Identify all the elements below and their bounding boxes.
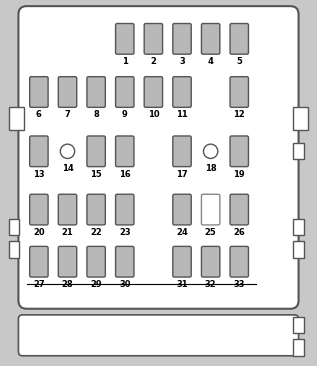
FancyBboxPatch shape <box>201 23 220 54</box>
FancyBboxPatch shape <box>230 246 249 277</box>
Bar <box>294 219 304 235</box>
FancyBboxPatch shape <box>87 194 105 225</box>
Text: 16: 16 <box>119 170 131 179</box>
Text: 9: 9 <box>122 111 128 119</box>
Text: 17: 17 <box>176 170 188 179</box>
Text: 2: 2 <box>151 57 156 66</box>
Text: 12: 12 <box>233 111 245 119</box>
Text: 25: 25 <box>205 228 217 237</box>
FancyBboxPatch shape <box>58 194 77 225</box>
FancyBboxPatch shape <box>201 246 220 277</box>
Text: 22: 22 <box>90 228 102 237</box>
Text: 6: 6 <box>36 111 42 119</box>
Text: 20: 20 <box>33 228 45 237</box>
FancyBboxPatch shape <box>144 23 163 54</box>
Bar <box>294 339 304 356</box>
FancyBboxPatch shape <box>18 6 299 309</box>
Text: 7: 7 <box>65 111 70 119</box>
Text: 5: 5 <box>236 57 242 66</box>
FancyBboxPatch shape <box>230 76 249 107</box>
Text: 14: 14 <box>61 164 74 173</box>
Text: 24: 24 <box>176 228 188 237</box>
FancyBboxPatch shape <box>116 246 134 277</box>
Text: 10: 10 <box>148 111 159 119</box>
Text: 11: 11 <box>176 111 188 119</box>
Text: 18: 18 <box>205 164 217 173</box>
FancyBboxPatch shape <box>116 76 134 107</box>
Text: 8: 8 <box>93 111 99 119</box>
FancyBboxPatch shape <box>173 76 191 107</box>
Circle shape <box>60 144 75 158</box>
Bar <box>294 317 304 333</box>
FancyBboxPatch shape <box>116 194 134 225</box>
Bar <box>294 107 308 130</box>
Text: 30: 30 <box>119 280 131 289</box>
Text: 3: 3 <box>179 57 185 66</box>
FancyBboxPatch shape <box>87 76 105 107</box>
FancyBboxPatch shape <box>116 136 134 167</box>
Text: 23: 23 <box>119 228 131 237</box>
FancyBboxPatch shape <box>173 246 191 277</box>
Bar <box>9 241 19 258</box>
Text: 27: 27 <box>33 280 45 289</box>
FancyBboxPatch shape <box>173 23 191 54</box>
FancyBboxPatch shape <box>58 246 77 277</box>
Text: 31: 31 <box>176 280 188 289</box>
FancyBboxPatch shape <box>87 246 105 277</box>
FancyBboxPatch shape <box>201 194 220 225</box>
FancyBboxPatch shape <box>116 23 134 54</box>
FancyBboxPatch shape <box>144 76 163 107</box>
FancyBboxPatch shape <box>173 194 191 225</box>
FancyBboxPatch shape <box>230 194 249 225</box>
FancyBboxPatch shape <box>230 136 249 167</box>
FancyBboxPatch shape <box>30 76 48 107</box>
Bar <box>9 107 23 130</box>
Text: 1: 1 <box>122 57 128 66</box>
Text: 28: 28 <box>62 280 73 289</box>
FancyBboxPatch shape <box>18 315 299 356</box>
FancyBboxPatch shape <box>30 246 48 277</box>
FancyBboxPatch shape <box>87 136 105 167</box>
FancyBboxPatch shape <box>58 76 77 107</box>
Bar <box>294 241 304 258</box>
Text: 19: 19 <box>233 170 245 179</box>
Text: 32: 32 <box>205 280 217 289</box>
FancyBboxPatch shape <box>30 136 48 167</box>
Text: 33: 33 <box>234 280 245 289</box>
Bar <box>9 219 19 235</box>
FancyBboxPatch shape <box>230 23 249 54</box>
FancyBboxPatch shape <box>173 136 191 167</box>
Text: 21: 21 <box>61 228 74 237</box>
Text: 4: 4 <box>208 57 214 66</box>
Bar <box>294 143 304 160</box>
Text: 15: 15 <box>90 170 102 179</box>
Circle shape <box>204 144 218 158</box>
Text: 13: 13 <box>33 170 45 179</box>
Text: 26: 26 <box>233 228 245 237</box>
FancyBboxPatch shape <box>30 194 48 225</box>
Text: 29: 29 <box>90 280 102 289</box>
